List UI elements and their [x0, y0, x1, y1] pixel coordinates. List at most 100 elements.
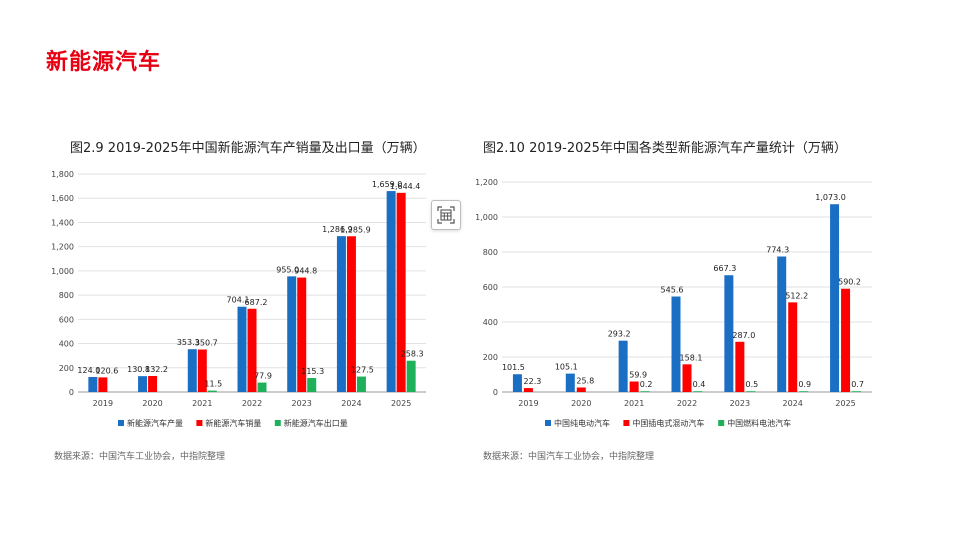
chart-1-legend-swatch — [196, 420, 203, 426]
chart-1-bar-series-1 — [88, 376, 98, 392]
chart-1-data-label: 704.1 — [227, 296, 250, 305]
chart-1-y-tick-label: 400 — [59, 340, 74, 349]
chart-1-legend-swatch — [118, 420, 124, 426]
chart-1-bar-series-2 — [98, 377, 108, 392]
chart-2-bar-series-1 — [618, 340, 628, 392]
chart-1-x-tick-label: 2020 — [142, 399, 162, 408]
chart-1-data-label: 120.6 — [95, 366, 118, 375]
chart-1-bar-series-3 — [307, 378, 317, 392]
chart-1-y-tick-label: 1,400 — [51, 218, 74, 227]
chart-1-data-label: 1,286.9 — [322, 225, 353, 234]
chart-2-title: 图2.10 2019-2025年中国各类型新能源汽车产量统计（万辆） — [483, 141, 847, 156]
chart-2-bar-series-1 — [671, 296, 681, 392]
chart-1-data-label: 11.5 — [204, 380, 222, 389]
chart-1-x-tick-label: 2023 — [292, 399, 312, 408]
chart-2-y-tick-label: 1,000 — [475, 213, 498, 222]
chart-1-y-tick-label: 0 — [69, 388, 74, 397]
chart-1-legend-label: 新能源汽车出口量 — [284, 418, 348, 428]
chart-2-bar-series-2 — [735, 341, 745, 392]
chart-2-bar-series-1 — [512, 374, 522, 392]
chart-1-data-label: 130.8 — [127, 365, 150, 374]
chart-1-title: 图2.9 2019-2025年中国新能源汽车产销量及出口量（万辆） — [70, 141, 426, 156]
chart-2-legend-label: 中国燃料电池汽车 — [727, 418, 791, 428]
chart-2-bar-series-2 — [576, 387, 586, 392]
chart-1-x-tick-label: 2022 — [242, 399, 262, 408]
chart-2-bar-series-1 — [565, 373, 575, 392]
table-grid-icon — [437, 206, 455, 224]
chart-1-data-label: 1,659.0 — [372, 180, 403, 189]
chart-1-legend-label: 新能源汽车产量 — [127, 418, 183, 428]
chart-2-x-tick-label: 2021 — [624, 399, 644, 408]
chart-2-legend-label: 中国插电式混动汽车 — [632, 418, 704, 428]
chart-1-bar-series-1 — [237, 306, 247, 392]
chart-2-bar-series-3 — [799, 391, 809, 392]
chart-2-data-label: 774.3 — [766, 245, 789, 254]
chart-1-bar-series-1 — [287, 276, 297, 392]
chart-1-y-tick-label: 1,600 — [51, 194, 74, 203]
chart-2-data-label: 0.7 — [851, 380, 864, 389]
chart-1-data-label: 350.7 — [195, 339, 218, 348]
chart-2-bar-series-3 — [852, 391, 862, 392]
chart-1-y-tick-label: 600 — [59, 315, 74, 324]
chart-1-bar-series-3 — [207, 390, 217, 392]
chart-2-data-label: 590.2 — [838, 278, 861, 287]
chart-2-bar-series-1 — [777, 256, 787, 392]
chart-1-bar-series-2 — [148, 375, 158, 392]
chart-2-legend-label: 中国纯电动汽车 — [554, 418, 610, 428]
chart-2-x-tick-label: 2020 — [571, 399, 591, 408]
chart-2-data-label: 667.3 — [713, 264, 736, 273]
chart-1-data-label: 115.3 — [301, 367, 324, 376]
chart-2-x-tick-label: 2023 — [730, 399, 750, 408]
chart-1-bar-series-1 — [386, 191, 396, 392]
chart-1-bar-series-2 — [396, 192, 406, 392]
chart-2-bar-series-3 — [640, 391, 650, 392]
chart-2-data-label: 545.6 — [661, 286, 684, 295]
chart-2-data-label: 1,073.0 — [815, 193, 846, 202]
chart-1-bar-series-3 — [356, 376, 366, 392]
chart-2-legend-swatch — [623, 420, 630, 426]
chart-2-bar-series-3 — [693, 391, 703, 392]
chart-1-bar-series-1 — [336, 236, 346, 392]
chart-1-bar-series-3 — [406, 360, 416, 392]
chart-2-y-tick-label: 1,200 — [475, 178, 498, 187]
chart-1-y-tick-label: 200 — [59, 364, 74, 373]
chart-2-data-label: 512.2 — [785, 291, 808, 300]
chart-2-y-tick-label: 800 — [483, 248, 498, 257]
chart-1-y-tick-label: 1,200 — [51, 243, 74, 252]
chart-2-data-label: 0.9 — [798, 380, 811, 389]
chart-2-y-tick-label: 400 — [483, 318, 498, 327]
chart-2-data-label: 0.5 — [745, 380, 758, 389]
chart-1-data-label: 687.2 — [245, 298, 268, 307]
chart-1-legend-label: 新能源汽车销量 — [205, 418, 261, 428]
chart-1-y-tick-label: 1,000 — [51, 267, 74, 276]
chart-2-x-tick-label: 2025 — [835, 399, 855, 408]
chart-1-x-tick-label: 2019 — [93, 399, 113, 408]
chart-2-y-tick-label: 0 — [493, 388, 498, 397]
chart-2-bar-series-1 — [724, 275, 734, 392]
chart-2-data-label: 22.3 — [524, 377, 542, 386]
chart-1-x-tick-label: 2024 — [341, 399, 361, 408]
chart-1-bar-series-2 — [346, 236, 356, 392]
chart-1-bar-series-1 — [138, 376, 148, 392]
chart-1-x-tick-label: 2025 — [391, 399, 411, 408]
page-title: 新能源汽车 — [46, 50, 162, 75]
chart-1-x-tick-label: 2021 — [192, 399, 212, 408]
chart-2-x-tick-label: 2024 — [783, 399, 803, 408]
table-view-button[interactable] — [431, 200, 461, 230]
chart-1-bar-series-1 — [187, 349, 197, 392]
chart-2-y-tick-label: 200 — [483, 353, 498, 362]
chart-1-data-label: 955.0 — [276, 265, 299, 274]
chart-2-legend-swatch — [545, 420, 551, 426]
chart-2-data-label: 287.0 — [732, 331, 755, 340]
chart-1-y-tick-label: 800 — [59, 291, 74, 300]
chart-2-data-label: 105.1 — [555, 363, 578, 372]
chart-1-data-label: 132.2 — [145, 365, 168, 374]
chart-1-y-tick-label: 1,800 — [51, 170, 74, 179]
chart-1-data-label: 258.3 — [401, 350, 424, 359]
chart-2-bar-series-1 — [830, 204, 840, 392]
chart-1-bar-series-2 — [297, 277, 307, 392]
chart-2-data-label: 293.2 — [608, 330, 631, 339]
chart-2-bar-series-2 — [629, 381, 639, 392]
